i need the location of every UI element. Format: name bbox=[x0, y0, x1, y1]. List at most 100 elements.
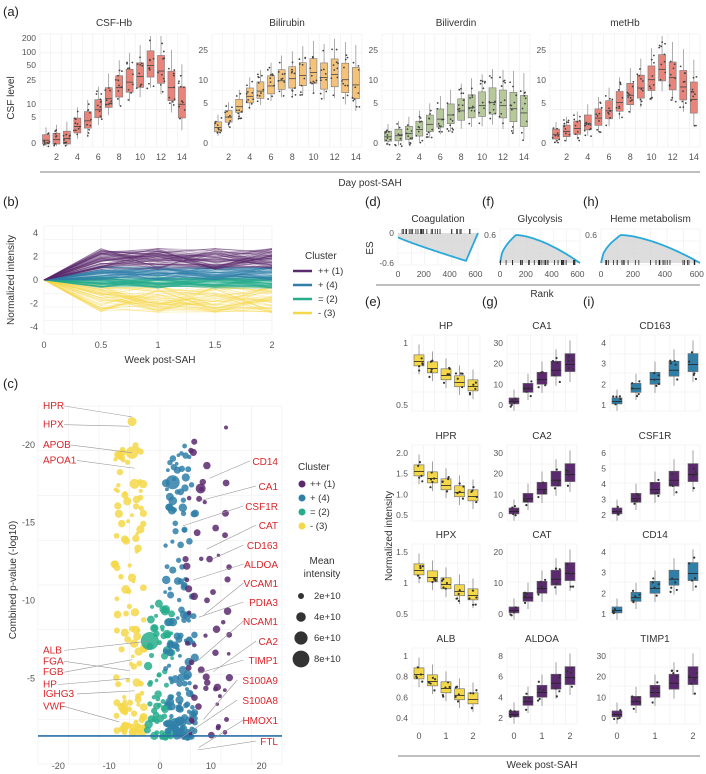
c-point bbox=[115, 681, 122, 688]
b-line-0 bbox=[43, 279, 273, 305]
egi-point bbox=[653, 492, 657, 495]
b-legend-title: Cluster bbox=[305, 251, 337, 262]
a-point bbox=[651, 96, 653, 99]
a-point bbox=[659, 78, 662, 81]
egi-box-TIMP1-2 bbox=[649, 684, 661, 698]
egi-point bbox=[461, 497, 465, 500]
a-box-3-4 bbox=[594, 108, 603, 126]
c-point bbox=[172, 520, 179, 527]
gsea-xtick-f-3: 600 bbox=[570, 269, 584, 279]
egi-xtick-g-2: 2 bbox=[567, 731, 572, 741]
b-line-3 bbox=[43, 257, 273, 281]
c-point bbox=[117, 519, 126, 528]
a-point bbox=[319, 76, 322, 79]
egi-point bbox=[524, 494, 527, 497]
a-point bbox=[417, 125, 420, 128]
a-point bbox=[269, 77, 272, 80]
b-line-2 bbox=[43, 271, 273, 281]
c-ylabel: Combined p-value (-log10) bbox=[8, 521, 19, 639]
a-point bbox=[524, 97, 527, 100]
egi-box-CA2-1 bbox=[522, 493, 534, 503]
c-point bbox=[151, 624, 158, 631]
egi-point bbox=[676, 669, 679, 673]
a-point bbox=[128, 67, 131, 69]
a-point bbox=[54, 130, 57, 132]
c-point bbox=[119, 449, 127, 456]
a-point bbox=[436, 102, 439, 104]
b-line-2 bbox=[43, 265, 273, 281]
c-point bbox=[213, 683, 222, 691]
a-point bbox=[246, 84, 248, 87]
a-point bbox=[273, 84, 275, 87]
b-line-3 bbox=[43, 248, 273, 281]
a-point bbox=[87, 132, 90, 134]
c-point bbox=[166, 720, 175, 729]
a-point bbox=[179, 85, 182, 88]
b-line-1 bbox=[43, 278, 273, 289]
egi-point bbox=[669, 362, 673, 365]
b-line-1 bbox=[43, 277, 273, 288]
b-line-0 bbox=[43, 279, 273, 313]
c-legend-dot-1 bbox=[298, 494, 306, 502]
egi-point bbox=[456, 377, 459, 380]
a-point bbox=[446, 128, 449, 130]
b-line-2 bbox=[43, 269, 273, 281]
a-point bbox=[683, 80, 686, 83]
a-point bbox=[332, 64, 335, 67]
a-xtick-2-3: 8 bbox=[459, 152, 464, 162]
a-point bbox=[312, 92, 315, 95]
b-line-3 bbox=[43, 248, 273, 281]
gsea-title-0: Coagulation bbox=[411, 214, 464, 225]
a-point bbox=[301, 93, 303, 96]
b-line-3 bbox=[43, 255, 273, 281]
egi-point bbox=[472, 486, 475, 489]
a-point bbox=[558, 138, 561, 141]
c-point bbox=[185, 687, 189, 692]
a-point bbox=[564, 139, 567, 142]
b-line-0 bbox=[43, 279, 273, 313]
c-point bbox=[202, 500, 207, 505]
a-point bbox=[503, 79, 506, 82]
panel-label-i: (i) bbox=[583, 294, 595, 309]
egi-point bbox=[524, 700, 527, 703]
a-point bbox=[139, 56, 141, 59]
a-point bbox=[494, 100, 496, 103]
c-leader-HPR bbox=[64, 405, 133, 418]
c-point bbox=[178, 465, 186, 472]
a-point bbox=[618, 113, 621, 115]
b-line-2 bbox=[43, 266, 273, 281]
c-point bbox=[148, 652, 155, 659]
a-point bbox=[481, 101, 484, 104]
c-point bbox=[164, 618, 172, 627]
b-line-3 bbox=[43, 252, 273, 281]
c-point bbox=[113, 627, 120, 634]
egi-box-CD14-4 bbox=[687, 562, 699, 581]
c-size-dot-2 bbox=[294, 631, 308, 645]
a-point bbox=[179, 74, 182, 77]
c-point bbox=[133, 632, 142, 641]
c-point bbox=[165, 492, 174, 501]
c-point bbox=[210, 589, 216, 595]
a-point bbox=[427, 131, 430, 134]
a-point bbox=[429, 109, 432, 112]
a-box-2-11 bbox=[499, 89, 507, 119]
c-point bbox=[179, 451, 184, 456]
b-line-3 bbox=[43, 250, 273, 281]
a-box-0-0 bbox=[42, 134, 50, 145]
egi-point bbox=[474, 603, 477, 606]
c-point bbox=[118, 725, 126, 733]
c-leader-FTL bbox=[197, 740, 257, 751]
b-line-1 bbox=[43, 277, 273, 288]
b-line-2 bbox=[43, 265, 273, 281]
egi-point bbox=[688, 675, 691, 678]
c-point bbox=[172, 528, 179, 535]
a-point bbox=[140, 83, 142, 86]
b-line-3 bbox=[43, 253, 273, 281]
a-point bbox=[313, 81, 316, 84]
a-point bbox=[573, 118, 576, 121]
c-point bbox=[168, 676, 173, 681]
egi-point bbox=[653, 372, 656, 375]
b-line-1 bbox=[43, 279, 273, 288]
egi-point bbox=[693, 692, 696, 695]
a-point bbox=[441, 130, 443, 133]
